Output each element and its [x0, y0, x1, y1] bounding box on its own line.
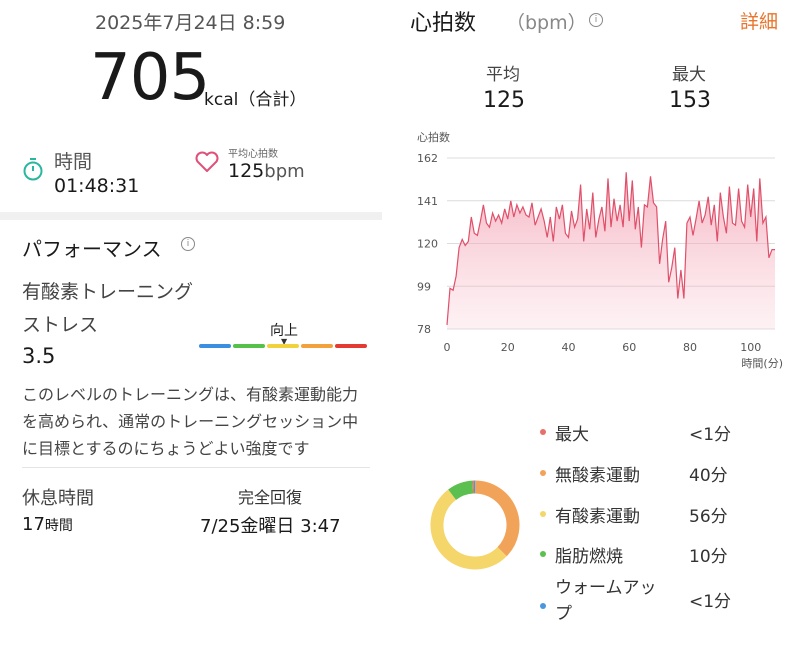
stress-value: 3.5	[22, 344, 56, 368]
level-bar-segment	[233, 344, 265, 348]
duration-value: 01:48:31	[54, 175, 140, 197]
workout-datetime: 2025年7月24日 8:59	[95, 12, 286, 34]
zone-name: 脂肪燃焼	[555, 547, 623, 567]
level-bar-segment	[267, 344, 299, 348]
zone-time: 40分	[689, 466, 728, 486]
x-tick-label: 40	[561, 341, 575, 354]
rest-time-value: 17時間	[22, 514, 73, 535]
x-tick-label: 80	[683, 341, 697, 354]
zone-name: 最大	[555, 425, 589, 445]
info-icon[interactable]: i	[589, 13, 603, 27]
level-bar-segment	[199, 344, 231, 348]
heart-icon	[195, 151, 219, 172]
stress-description: このレベルのトレーニングは、有酸素運動能力を高められ、通常のトレーニングセッショ…	[22, 385, 359, 458]
zone-name: 無酸素運動	[555, 466, 640, 486]
y-axis-label: 心拍数	[417, 130, 450, 144]
level-label: 向上	[270, 323, 298, 339]
detail-link[interactable]: 詳細	[740, 11, 779, 33]
x-tick-label: 60	[622, 341, 636, 354]
x-axis-label: 時間(分)	[741, 357, 783, 370]
zone-color-dot	[540, 470, 546, 476]
heart-rate-line	[446, 172, 775, 325]
donut-slice	[430, 489, 507, 570]
level-bar-segment	[335, 344, 367, 348]
avg-value: 125	[483, 88, 525, 113]
x-tick-label: 100	[740, 341, 761, 354]
zone-color-dot	[540, 429, 546, 435]
zone-time: 10分	[689, 547, 728, 567]
y-tick-label: 99	[417, 280, 431, 293]
rest-time-label: 休息時間	[22, 488, 94, 509]
level-bar-segment	[301, 344, 333, 348]
x-tick-label: 0	[444, 341, 451, 354]
level-marker-icon: ▼	[281, 337, 288, 346]
section-divider	[0, 212, 382, 220]
avg-hr-label: 平均心拍数	[228, 149, 278, 160]
donut-slice	[448, 480, 474, 501]
zone-donut-chart	[430, 480, 520, 570]
max-label: 最大	[672, 65, 706, 85]
avg-label: 平均	[486, 65, 520, 85]
stopwatch-icon	[23, 158, 43, 181]
zone-color-dot	[540, 551, 546, 557]
max-value: 153	[669, 88, 711, 113]
heart-rate-area	[447, 172, 775, 329]
zone-time: 56分	[689, 507, 728, 527]
divider	[22, 467, 370, 468]
zone-time: <1分	[689, 592, 732, 612]
stress-label: 有酸素トレーニングストレス	[22, 281, 194, 336]
calories-value: 705	[90, 41, 210, 115]
y-tick-label: 162	[417, 152, 438, 165]
donut-slice	[474, 480, 520, 557]
heart-rate-unit: （bpm）	[506, 12, 587, 34]
calories-unit: kcal（合計）	[204, 90, 307, 110]
recovery-value: 7/25金曜日 3:47	[200, 516, 341, 537]
y-tick-label: 120	[417, 238, 438, 251]
avg-hr-unit: bpm	[264, 161, 305, 182]
zone-name: 有酸素運動	[555, 507, 640, 527]
y-tick-label: 141	[417, 195, 438, 208]
zone-color-dot	[540, 511, 546, 517]
recovery-label: 完全回復	[238, 488, 303, 507]
heart-rate-title: 心拍数	[410, 11, 477, 36]
duration-label: 時間	[54, 151, 93, 173]
y-tick-label: 78	[417, 323, 431, 336]
zone-color-dot	[540, 603, 546, 609]
x-tick-label: 20	[501, 341, 515, 354]
performance-title: パフォーマンス	[22, 237, 162, 261]
zone-time: <1分	[689, 425, 732, 445]
avg-hr-value: 125bpm	[228, 160, 305, 182]
zone-name: ウォームアップ	[555, 578, 657, 624]
info-icon[interactable]: i	[181, 237, 195, 251]
